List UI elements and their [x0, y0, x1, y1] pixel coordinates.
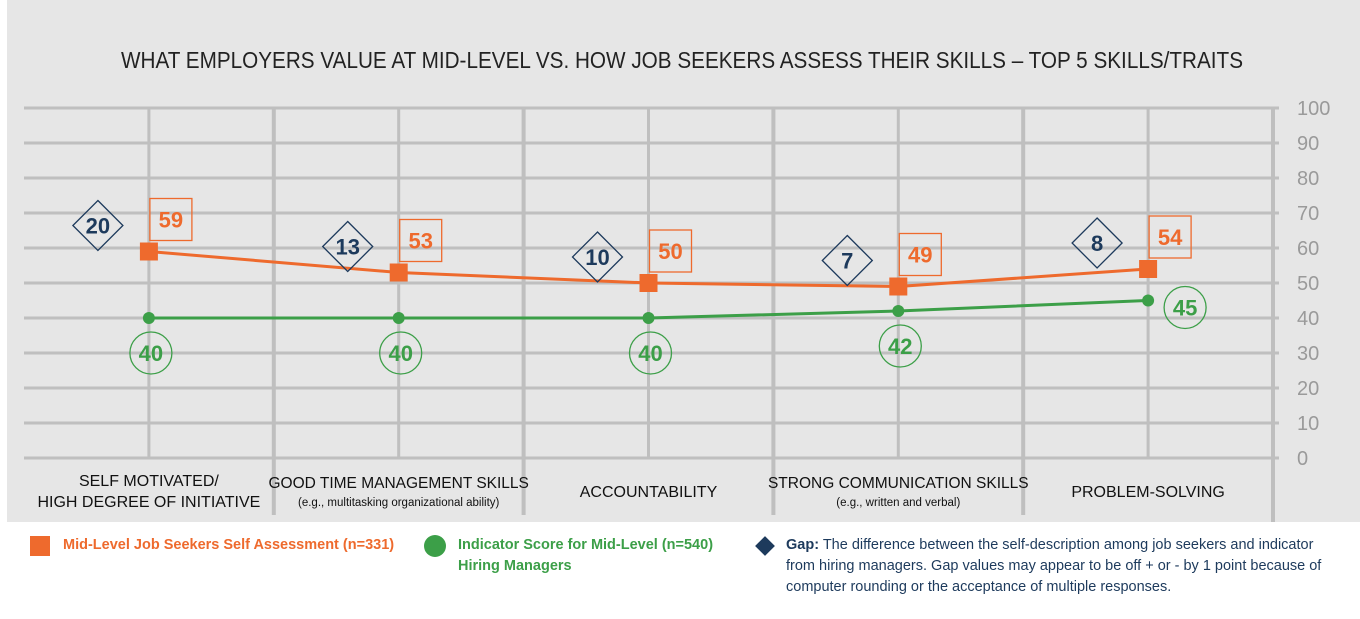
chart-panel: WHAT EMPLOYERS VALUE AT MID-LEVEL VS. HO… — [7, 0, 1360, 522]
y-tick-label: 80 — [1297, 168, 1319, 190]
indicator-point — [892, 305, 905, 317]
category-label: ACCOUNTABILITY — [580, 484, 718, 501]
self-assessment-value-label: 54 — [1158, 225, 1183, 250]
gap-diamond — [321, 220, 374, 273]
self-assessment-value-label: 50 — [658, 239, 682, 264]
legend-indicator-score-label: Indicator Score for Mid-Level (n=540) Hi… — [458, 537, 714, 574]
self-assessment-point — [139, 242, 158, 261]
indicator-label-circle — [129, 331, 173, 375]
line-chart: WHAT EMPLOYERS VALUE AT MID-LEVEL VS. HO… — [24, 47, 1330, 522]
y-tick-label: 20 — [1297, 378, 1319, 400]
indicator-value-label: 45 — [1173, 296, 1197, 321]
gap-diamond — [1071, 217, 1124, 269]
legend-self-assessment-label: Mid-Level Job Seekers Self Assessment (n… — [63, 537, 395, 553]
self-assessment-point — [639, 274, 658, 292]
indicator-point — [392, 312, 405, 324]
gap-label: Gap: — [786, 537, 820, 553]
legend-gap: Gap: The difference between the self-des… — [755, 535, 1356, 598]
category-sublabel: (e.g., written and verbal) — [836, 497, 960, 509]
indicator-point — [642, 312, 655, 324]
category-sublabel: (e.g., multitasking organizational abili… — [298, 497, 500, 509]
indicator-point — [1142, 294, 1155, 307]
chart-title: WHAT EMPLOYERS VALUE AT MID-LEVEL VS. HO… — [121, 47, 1243, 73]
category-label: HIGH DEGREE OF INITIATIVE — [37, 494, 260, 511]
y-tick-label: 10 — [1297, 413, 1319, 435]
self-assessment-value-label: 59 — [159, 208, 183, 233]
gap-value-label: 13 — [335, 235, 359, 260]
indicator-value-label: 40 — [388, 341, 412, 366]
gap-value-label: 10 — [585, 245, 609, 270]
self-assessment-label-box — [898, 232, 942, 277]
gap-text: The difference between the self-descript… — [786, 537, 1322, 595]
y-tick-label: 100 — [1297, 98, 1330, 120]
gap-diamond — [571, 231, 624, 283]
y-tick-label: 40 — [1297, 308, 1319, 330]
category-label: GOOD TIME MANAGEMENT SKILLS — [268, 475, 528, 492]
y-tick-label: 0 — [1297, 448, 1308, 470]
indicator-point — [142, 312, 155, 324]
y-tick-label: 50 — [1297, 273, 1319, 295]
indicator-label-circle — [878, 324, 922, 368]
y-tick-label: 30 — [1297, 343, 1319, 365]
y-tick-label: 60 — [1297, 238, 1319, 260]
gap-value-label: 20 — [86, 214, 110, 239]
indicator-value-label: 40 — [139, 341, 163, 366]
gap-value-label: 8 — [1091, 231, 1103, 256]
self-assessment-label-box — [149, 197, 193, 242]
y-tick-label: 70 — [1297, 203, 1319, 225]
y-tick-label: 90 — [1297, 133, 1319, 155]
indicator-label-circle — [379, 331, 423, 375]
category-label: PROBLEM-SOLVING — [1071, 484, 1225, 501]
self-assessment-point — [389, 263, 408, 282]
self-assessment-label-box — [399, 218, 443, 263]
indicator-value-label: 40 — [638, 341, 662, 366]
self-assessment-label-box — [648, 229, 693, 273]
indicator-label-circle — [1163, 285, 1207, 330]
legend-self-assessment: Mid-Level Job Seekers Self Assessment (n… — [30, 535, 394, 556]
navy-diamond-icon — [755, 536, 775, 556]
gap-value-label: 7 — [841, 249, 853, 274]
gap-diamond — [71, 199, 124, 252]
self-assessment-value-label: 53 — [408, 229, 432, 254]
indicator-value-label: 42 — [888, 334, 912, 359]
category-label: STRONG COMMUNICATION SKILLS — [768, 475, 1029, 492]
indicator-label-circle — [628, 331, 673, 375]
self-assessment-point — [889, 277, 908, 296]
green-circle-icon — [424, 535, 446, 557]
self-assessment-value-label: 49 — [908, 243, 932, 268]
category-label: SELF MOTIVATED/ — [79, 473, 219, 490]
legend-gap-description: Gap: The difference between the self-des… — [786, 535, 1346, 598]
self-assessment-point — [1139, 260, 1158, 278]
self-assessment-label-box — [1148, 215, 1192, 259]
legend-indicator-score: Indicator Score for Mid-Level (n=540) Hi… — [424, 535, 738, 577]
gap-diamond — [821, 234, 874, 287]
orange-square-icon — [30, 536, 50, 556]
